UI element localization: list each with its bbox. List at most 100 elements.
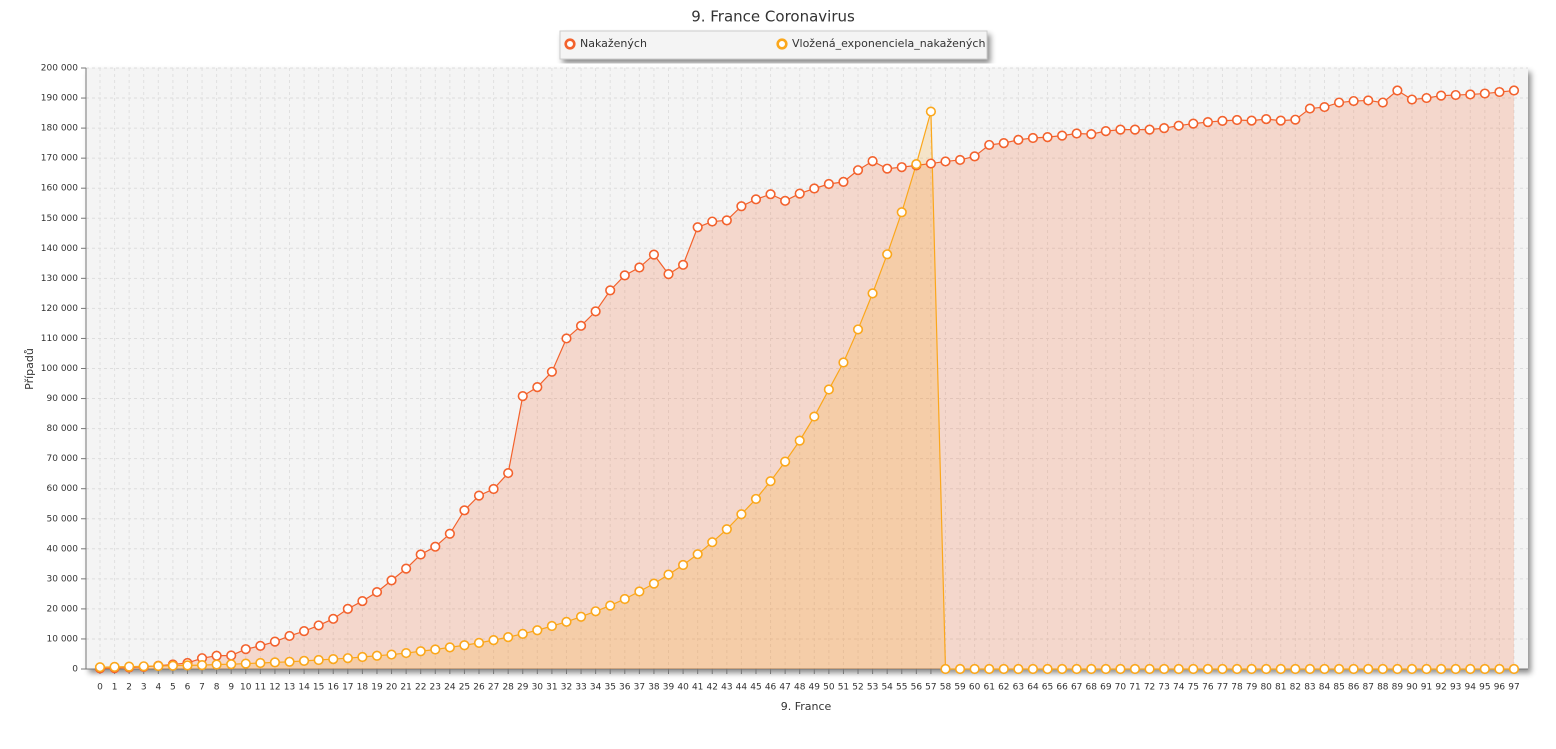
point xyxy=(196,659,208,671)
x-tick-label: 0 xyxy=(97,683,103,693)
x-tick-label: 4 xyxy=(155,683,161,693)
point xyxy=(1436,90,1447,101)
point xyxy=(386,575,397,586)
x-tick-label: 57 xyxy=(925,683,936,693)
y-tick-label: 200 000 xyxy=(41,64,78,74)
x-tick-label: 95 xyxy=(1479,683,1490,693)
point xyxy=(1231,114,1243,126)
point xyxy=(1159,123,1170,134)
point xyxy=(969,663,980,675)
point xyxy=(896,162,907,173)
x-tick-label: 59 xyxy=(954,683,966,693)
x-tick-label: 72 xyxy=(1144,683,1155,693)
x-tick-label: 35 xyxy=(604,683,615,693)
point xyxy=(1392,663,1403,675)
point xyxy=(488,635,499,646)
point xyxy=(750,194,762,205)
point xyxy=(109,661,120,672)
point xyxy=(1275,115,1286,126)
x-tick-label: 80 xyxy=(1260,683,1272,693)
point xyxy=(1027,132,1039,144)
point xyxy=(1013,134,1024,145)
point xyxy=(925,106,937,117)
point xyxy=(1377,97,1388,108)
point xyxy=(867,288,878,299)
x-tick-label: 66 xyxy=(1056,683,1068,693)
point xyxy=(371,586,383,598)
point xyxy=(1508,663,1520,675)
point xyxy=(663,269,674,280)
point xyxy=(736,509,747,520)
x-tick-label: 69 xyxy=(1100,683,1112,693)
point xyxy=(415,549,426,560)
x-tick-label: 42 xyxy=(707,683,718,693)
x-tick-label: 90 xyxy=(1406,683,1418,693)
point xyxy=(532,382,543,393)
point xyxy=(1275,663,1286,675)
point xyxy=(1144,663,1155,675)
point xyxy=(1042,132,1053,143)
point xyxy=(182,660,193,671)
point xyxy=(648,249,660,260)
point xyxy=(1290,663,1301,675)
point xyxy=(692,549,703,560)
point xyxy=(357,651,368,663)
x-tick-label: 51 xyxy=(838,683,849,693)
x-tick-label: 23 xyxy=(430,683,441,693)
x-tick-label: 1 xyxy=(112,683,118,693)
point xyxy=(371,650,383,661)
point xyxy=(1348,95,1359,107)
point xyxy=(1071,663,1082,675)
point xyxy=(1406,94,1418,105)
point xyxy=(153,660,164,672)
point xyxy=(1086,663,1097,675)
point xyxy=(1159,663,1170,675)
y-tick-label: 50 000 xyxy=(47,514,79,524)
point xyxy=(998,138,1009,149)
y-tick-label: 120 000 xyxy=(41,304,78,314)
point xyxy=(1304,103,1316,114)
point xyxy=(925,158,937,169)
point xyxy=(780,456,791,467)
x-tick-label: 84 xyxy=(1319,683,1331,693)
point xyxy=(1319,663,1330,675)
x-tick-label: 21 xyxy=(400,683,411,693)
point xyxy=(298,655,310,666)
x-tick-label: 67 xyxy=(1071,683,1082,693)
x-tick-label: 39 xyxy=(663,683,675,693)
x-tick-label: 63 xyxy=(1013,683,1024,693)
x-tick-label: 29 xyxy=(517,683,529,693)
x-tick-label: 65 xyxy=(1042,683,1053,693)
point xyxy=(342,603,353,615)
point xyxy=(852,324,864,335)
point xyxy=(1333,97,1345,108)
point xyxy=(1217,663,1228,675)
point xyxy=(138,661,149,672)
point xyxy=(707,216,718,227)
x-tick-label: 27 xyxy=(488,683,499,693)
x-tick-label: 87 xyxy=(1363,683,1374,693)
point xyxy=(1319,101,1330,113)
x-tick-label: 28 xyxy=(502,683,514,693)
point xyxy=(1100,126,1111,137)
point xyxy=(1479,88,1490,99)
x-tick-label: 53 xyxy=(867,683,878,693)
y-tick-label: 20 000 xyxy=(47,604,79,614)
point xyxy=(211,650,222,661)
x-tick-label: 18 xyxy=(357,683,369,693)
point xyxy=(692,222,703,233)
point xyxy=(998,663,1009,675)
point xyxy=(298,626,310,637)
point xyxy=(1071,128,1082,139)
x-tick-label: 76 xyxy=(1202,683,1214,693)
x-tick-label: 44 xyxy=(736,683,748,693)
point xyxy=(444,528,455,539)
y-tick-label: 40 000 xyxy=(47,544,79,554)
point xyxy=(284,656,295,667)
y-tick-label: 150 000 xyxy=(41,214,78,224)
point xyxy=(1129,663,1141,675)
point xyxy=(313,654,324,666)
y-axis-label: Případů xyxy=(23,348,36,390)
point xyxy=(1304,663,1316,675)
x-tick-label: 37 xyxy=(634,683,645,693)
